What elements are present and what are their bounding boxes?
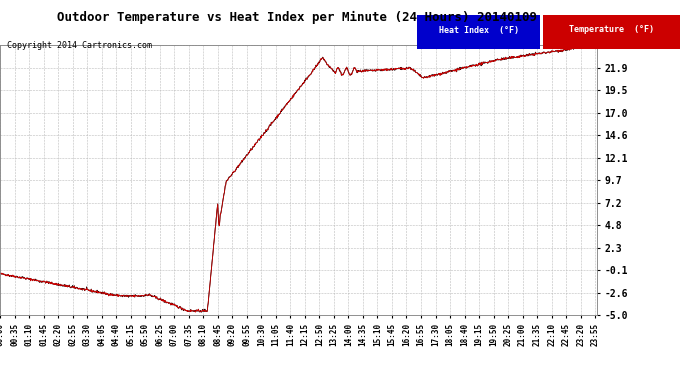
Text: Outdoor Temperature vs Heat Index per Minute (24 Hours) 20140109: Outdoor Temperature vs Heat Index per Mi… <box>57 11 537 24</box>
FancyBboxPatch shape <box>543 15 680 49</box>
Text: Heat Index  (°F): Heat Index (°F) <box>439 26 519 34</box>
FancyBboxPatch shape <box>417 15 540 49</box>
Text: Copyright 2014 Cartronics.com: Copyright 2014 Cartronics.com <box>7 41 152 50</box>
Text: Temperature  (°F): Temperature (°F) <box>569 26 654 34</box>
